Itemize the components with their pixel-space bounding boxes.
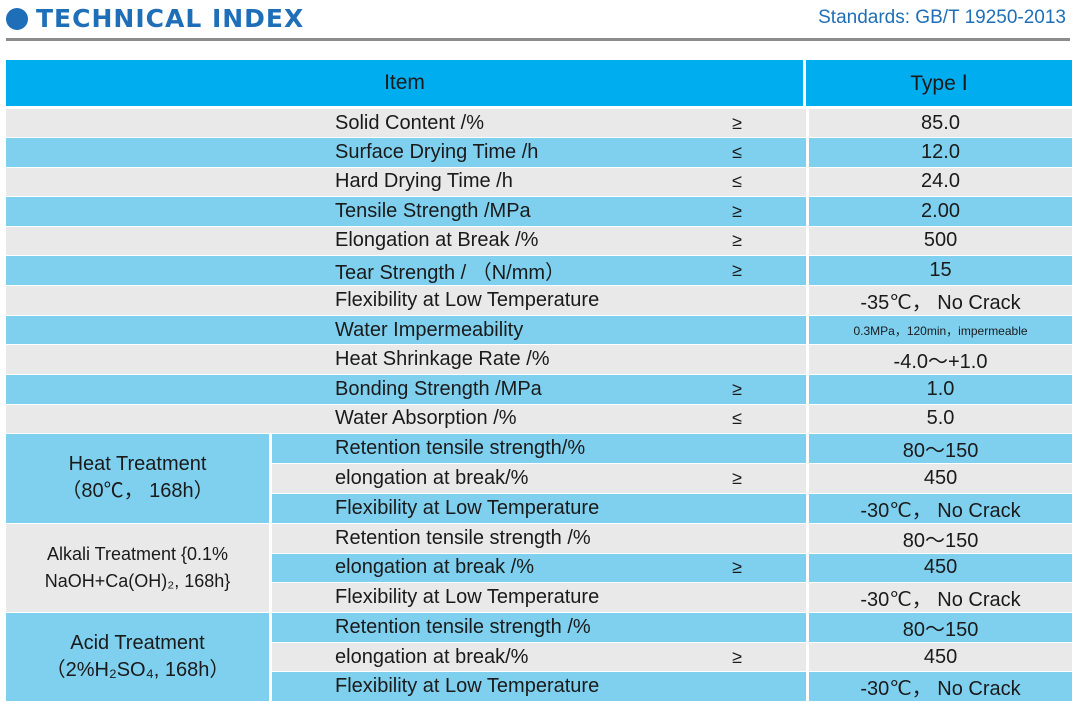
comparison-symbol: ≥	[668, 553, 807, 583]
comparison-symbol	[668, 434, 807, 465]
type-value: 80～150	[806, 523, 1073, 554]
comparison-symbol	[668, 345, 807, 376]
item-name: Bonding Strength /MPa	[272, 375, 668, 405]
table-header-row: Item Type Ⅰ	[6, 60, 1073, 109]
table-row: Heat Treatment （80℃， 168h） Retention ten…	[6, 434, 1073, 524]
group-label-acid-treatment: Acid Treatment （2%H₂SO₄, 168h）	[6, 612, 272, 702]
type-value: 450	[806, 642, 1073, 673]
item-name: Flexibility at Low Temperature	[272, 582, 668, 613]
item-name: elongation at break /%	[272, 553, 668, 583]
item-name: Water Absorption /%	[272, 404, 668, 435]
comparison-symbol: ≤	[668, 404, 807, 435]
table-row: elongation at break/% ≥ 450	[6, 642, 1073, 673]
item-name: elongation at break/%	[272, 642, 668, 673]
table-row: Water Impermeability 0.3MPa，120min，imper…	[6, 315, 1073, 346]
item-name: Retention tensile strength /%	[272, 523, 668, 554]
table-row: Flexibility at Low Temperature -30℃， No …	[6, 493, 1073, 524]
column-header-type: Type Ⅰ	[806, 60, 1073, 109]
table-row: Alkali Treatment {0.1% NaOH+Ca(OH)₂, 168…	[6, 523, 1073, 613]
table-row: Elongation at Break /% ≥ 500	[6, 226, 1073, 256]
item-name: Retention tensile strength/%	[272, 434, 668, 465]
group-label-line1: Alkali Treatment {0.1%	[46, 543, 229, 564]
group-label-alkali-treatment: Alkali Treatment {0.1% NaOH+Ca(OH)₂, 168…	[6, 523, 272, 613]
type-value: -35℃， No Crack	[806, 285, 1073, 316]
type-value: -4.0～+1.0	[806, 345, 1073, 376]
comparison-symbol	[668, 315, 807, 346]
item-name: Solid Content /%	[272, 109, 668, 139]
type-value: 450	[806, 553, 1073, 583]
comparison-symbol: ≥	[668, 642, 807, 673]
type-value: 0.3MPa，120min，impermeable	[806, 315, 1073, 346]
type-value: 24.0	[806, 167, 1073, 198]
type-value: 85.0	[806, 109, 1073, 139]
item-name: Flexibility at Low Temperature	[272, 285, 668, 316]
comparison-symbol: ≥	[668, 197, 807, 227]
comparison-symbol: ≥	[668, 109, 807, 139]
group-label-line2: （2%H₂SO₄, 168h）	[45, 659, 230, 682]
table-row: Acid Treatment （2%H₂SO₄, 168h） Retention…	[6, 612, 1073, 702]
item-name: Tensile Strength /MPa	[272, 197, 668, 227]
comparison-symbol	[668, 612, 807, 643]
bullet-icon	[6, 8, 28, 30]
table-row: Flexibility at Low Temperature -30℃， No …	[6, 582, 1073, 613]
technical-index-table: Item Type Ⅰ Solid Content /% ≥ 85.0 Surf…	[6, 60, 1073, 702]
comparison-symbol: ≥	[668, 375, 807, 405]
table-row: Tensile Strength /MPa ≥ 2.00	[6, 197, 1073, 227]
type-value: -30℃， No Crack	[806, 493, 1073, 524]
type-value: 2.00	[806, 197, 1073, 227]
item-name: Hard Drying Time /h	[272, 167, 668, 198]
table-row: Heat Shrinkage Rate /% -4.0～+1.0	[6, 345, 1073, 376]
group-label-line2: NaOH+Ca(OH)₂, 168h}	[44, 570, 231, 591]
table-row: Tear Strength / （N/mm） ≥ 15	[6, 255, 1073, 286]
table-row: elongation at break/% ≥ 450	[6, 464, 1073, 494]
comparison-symbol: ≤	[668, 138, 807, 168]
table-row: Water Absorption /% ≤ 5.0	[6, 404, 1073, 435]
standards-label: Standards: GB/T 19250-2013	[818, 7, 1066, 28]
header-divider	[6, 38, 1070, 41]
comparison-symbol	[668, 672, 807, 702]
type-value: 500	[806, 226, 1073, 256]
page-header: TECHNICAL INDEX Standards: GB/T 19250-20…	[0, 0, 1074, 44]
type-value: 12.0	[806, 138, 1073, 168]
item-name: Heat Shrinkage Rate /%	[272, 345, 668, 376]
item-name: elongation at break/%	[272, 464, 668, 494]
group-label-heat-treatment: Heat Treatment （80℃， 168h）	[6, 434, 272, 524]
item-name: Retention tensile strength /%	[272, 612, 668, 643]
type-value: 80～150	[806, 612, 1073, 643]
table-row: elongation at break /% ≥ 450	[6, 553, 1073, 583]
item-name: Surface Drying Time /h	[272, 138, 668, 168]
group-label-line1: Acid Treatment	[70, 632, 205, 655]
comparison-symbol	[668, 582, 807, 613]
comparison-symbol	[668, 285, 807, 316]
item-name: Flexibility at Low Temperature	[272, 672, 668, 702]
type-value: 1.0	[806, 375, 1073, 405]
item-name: Flexibility at Low Temperature	[272, 493, 668, 524]
table-row: Surface Drying Time /h ≤ 12.0	[6, 138, 1073, 168]
type-value: -30℃， No Crack	[806, 582, 1073, 613]
page-title: TECHNICAL INDEX	[36, 4, 305, 33]
type-value: 80～150	[806, 434, 1073, 465]
comparison-symbol: ≤	[668, 167, 807, 198]
comparison-symbol	[668, 493, 807, 524]
comparison-symbol	[668, 523, 807, 554]
type-value: 15	[806, 255, 1073, 286]
group-label-line1: Heat Treatment	[68, 453, 207, 476]
comparison-symbol: ≥	[668, 255, 807, 286]
type-value: 450	[806, 464, 1073, 494]
table-row: Flexibility at Low Temperature -35℃， No …	[6, 285, 1073, 316]
comparison-symbol: ≥	[668, 226, 807, 256]
table-row: Hard Drying Time /h ≤ 24.0	[6, 167, 1073, 198]
type-value: -30℃， No Crack	[806, 672, 1073, 702]
table-row: Solid Content /% ≥ 85.0	[6, 109, 1073, 139]
item-name: Elongation at Break /%	[272, 226, 668, 256]
item-name: Tear Strength / （N/mm）	[272, 255, 668, 286]
table-row: Bonding Strength /MPa ≥ 1.0	[6, 375, 1073, 405]
comparison-symbol: ≥	[668, 464, 807, 494]
type-value: 5.0	[806, 404, 1073, 435]
column-header-item: Item	[6, 60, 807, 109]
item-name: Water Impermeability	[272, 315, 668, 346]
group-label-line2: （80℃， 168h）	[61, 480, 214, 503]
